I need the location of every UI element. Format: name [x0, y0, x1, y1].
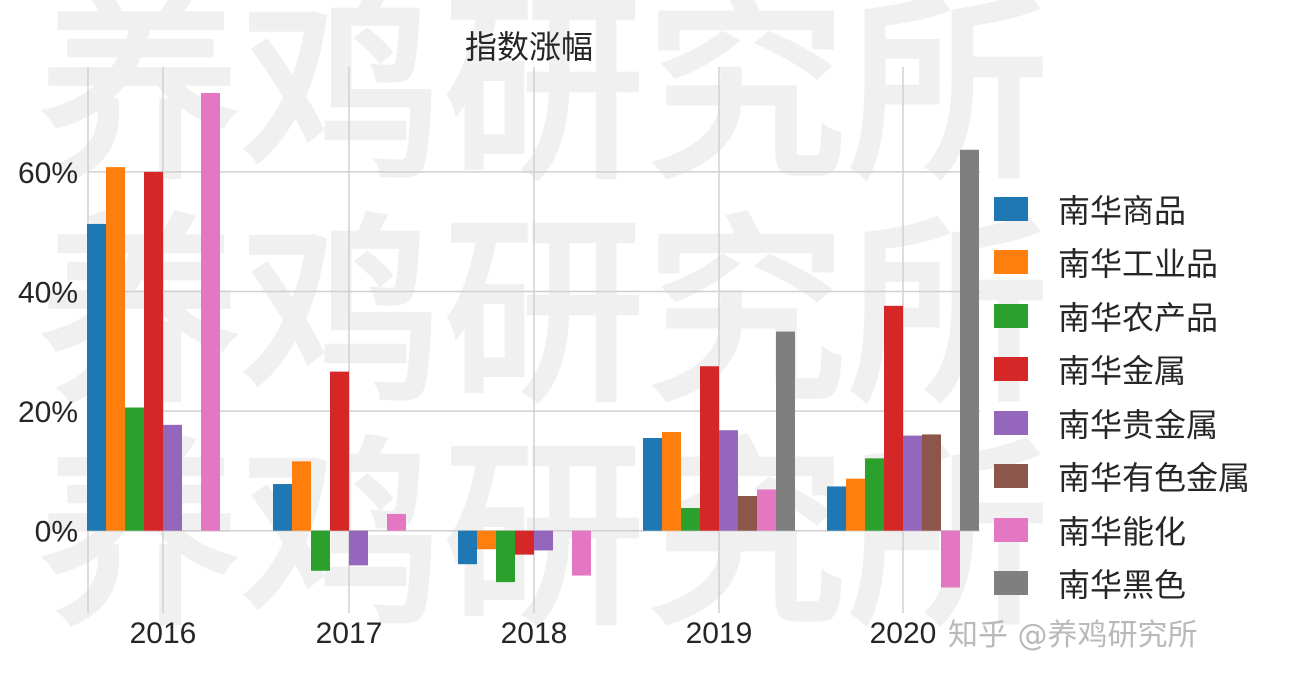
y-tick-label: 0% — [35, 516, 78, 549]
bar: 南华有色金属 2019: 5.8% — [738, 496, 757, 531]
legend-item: 南华商品 — [994, 182, 1250, 236]
y-tick-label: 60% — [18, 157, 78, 190]
legend-swatch-icon — [994, 571, 1028, 596]
bar: 南华金属 2017: 26.6% — [330, 371, 349, 531]
legend: 南华商品南华工业品南华农产品南华金属南华贵金属南华有色金属 南华能化南华黑色 — [994, 182, 1250, 610]
bar: 南华贵金属 2020: 15.9% — [903, 435, 922, 531]
legend-swatch-icon — [994, 250, 1028, 275]
bar: 南华农产品 2017: -6.7% — [311, 530, 330, 571]
bar: 南华工业品 2019: 16.5% — [662, 432, 681, 531]
bar: 南华金属 2018: -4% — [515, 530, 534, 555]
bar: 南华金属 2020: 37.6% — [884, 305, 903, 531]
bar: 南华贵金属 2017: -5.8% — [349, 530, 368, 566]
chart-title: 指数涨幅 — [465, 28, 594, 66]
bar: 南华工业品 2018: -3.1% — [477, 530, 496, 550]
legend-label: 南华能化 — [1058, 512, 1187, 551]
bar: 南华工业品 2017: 11.6% — [292, 461, 311, 531]
legend-item: 南华金属 — [994, 343, 1250, 397]
y-axis-ticks: 0% 20% 40% 60% — [18, 157, 78, 549]
bar: 南华贵金属 2018: -3.3% — [534, 530, 553, 551]
legend-item: 南华贵金属 — [994, 396, 1250, 450]
legend-item: 南华有色金属 — [994, 450, 1250, 504]
bar: 南华能化 2017: 2.8% — [387, 513, 406, 531]
bar: 南华黑色 2019: 33.3% — [776, 331, 795, 531]
x-tick-label: 2016 — [130, 617, 197, 650]
legend-label: 南华贵金属 — [1058, 405, 1219, 444]
bar: 南华商品 2020: 7.4% — [827, 486, 846, 531]
legend-item: 南华能化 — [994, 503, 1250, 557]
legend-label: 南华有色金属 — [1058, 459, 1251, 498]
legend-label: 南华农产品 — [1058, 298, 1219, 337]
bar: 南华能化 2020: -9.5% — [941, 530, 960, 588]
bar: 南华金属 2016: 60% — [144, 171, 163, 531]
source-credit: 知乎 @养鸡研究所 — [948, 618, 1198, 653]
legend-label: 南华工业品 — [1058, 245, 1219, 284]
legend-swatch-icon — [994, 196, 1028, 221]
bar: 南华商品 2019: 15.5% — [643, 438, 662, 531]
y-tick-label: 40% — [18, 277, 78, 310]
bar: 南华金属 2019: 27.5% — [700, 366, 719, 531]
x-tick-label: 2020 — [870, 617, 937, 650]
legend-item: 南华工业品 — [994, 236, 1250, 290]
bar: 南华能化 2019: 6.9% — [757, 489, 776, 531]
legend-swatch-icon — [994, 464, 1028, 489]
bar: 南华有色金属 2020: 16.1% — [922, 434, 941, 531]
bars: 南华商品 2016: 51.3% 南华商品 2017: 7.8% 南华商品 2018… — [87, 92, 979, 588]
bar: 南华黑色 2020: 63.7% — [960, 149, 979, 531]
legend-label: 南华金属 — [1058, 352, 1187, 391]
bar: 南华贵金属 2016: 17.7% — [163, 424, 182, 531]
bar: 南华能化 2018: -7.5% — [572, 530, 591, 576]
legend-item: 南华农产品 — [994, 289, 1250, 343]
bar: 南华农产品 2016: 20.6% — [125, 407, 144, 531]
legend-swatch-icon — [994, 410, 1028, 435]
bar: 南华工业品 2016: 60.8% — [106, 167, 125, 531]
bar: 南华商品 2018: -5.6% — [458, 530, 477, 565]
x-axis-ticks: 2016 2017 2018 2019 2020 — [130, 617, 937, 650]
bar: 南华商品 2017: 7.8% — [273, 484, 292, 531]
bar: 南华农产品 2018: -8.6% — [496, 530, 515, 583]
legend-swatch-icon — [994, 357, 1028, 382]
bar: 南华工业品 2020: 8.7% — [846, 478, 865, 531]
legend-swatch-icon — [994, 517, 1028, 542]
bar: 南华商品 2016: 51.3% — [87, 223, 106, 531]
legend-swatch-icon — [994, 303, 1028, 328]
legend-label: 南华黑色 — [1058, 566, 1187, 605]
x-tick-label: 2019 — [686, 617, 753, 650]
bar: 南华贵金属 2019: 16.8% — [719, 430, 738, 531]
bar: 南华能化 2016: 73.2% — [201, 92, 220, 531]
bar: 南华农产品 2020: 12.1% — [865, 458, 884, 531]
bar: 南华农产品 2019: 3.8% — [681, 507, 700, 531]
legend-item: 南华黑色 — [994, 557, 1250, 611]
x-tick-label: 2017 — [316, 617, 383, 650]
x-tick-label: 2018 — [501, 617, 568, 650]
y-tick-label: 20% — [18, 396, 78, 429]
legend-label: 南华商品 — [1058, 191, 1187, 230]
